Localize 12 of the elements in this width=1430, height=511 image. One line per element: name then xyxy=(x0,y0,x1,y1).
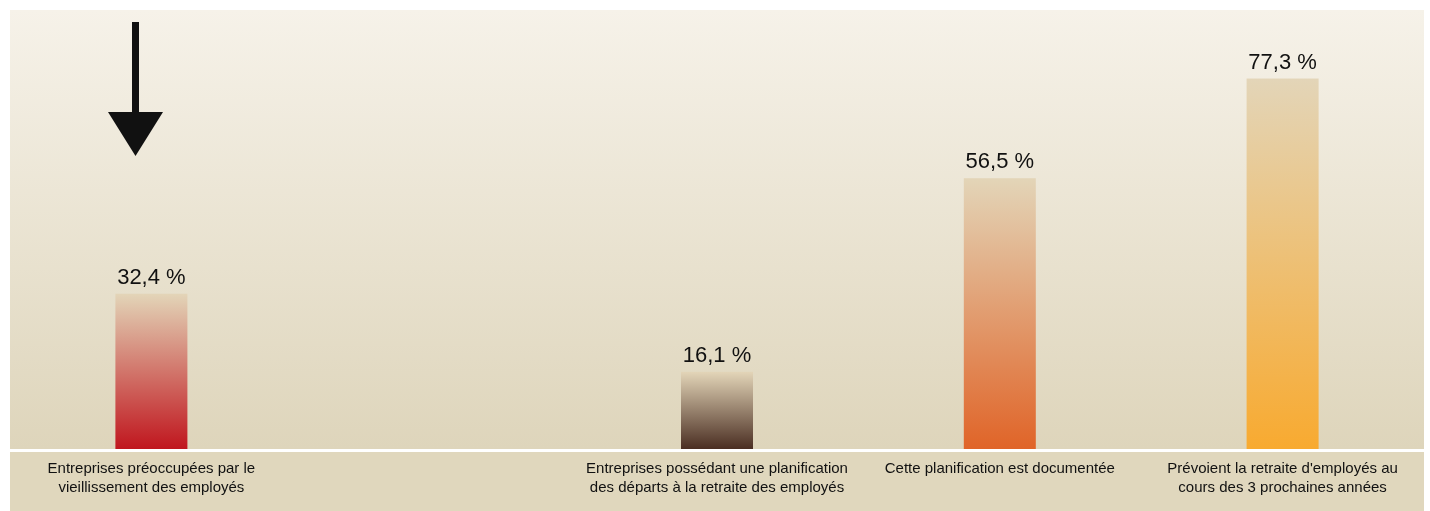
bar xyxy=(115,293,188,449)
x-tick-label: Cette planification est documentée xyxy=(884,459,1115,476)
x-tick-label: Entreprises possédant une planification des départs à la retraite des employés xyxy=(586,459,848,495)
x-tick-label: Prévoient la retraite d'employés au cours des 3 prochaines années xyxy=(1167,459,1398,495)
data-label: 32,4 % xyxy=(117,263,186,289)
bar xyxy=(963,178,1036,449)
data-label: 56,5 % xyxy=(965,148,1035,174)
x-tick-label: Entreprises préoccupées par le vieillissement des employés xyxy=(47,459,256,495)
bar xyxy=(1246,78,1319,449)
data-label: 16,1 % xyxy=(682,341,752,367)
data-label: 77,3 % xyxy=(1248,48,1317,74)
bar xyxy=(681,371,753,449)
